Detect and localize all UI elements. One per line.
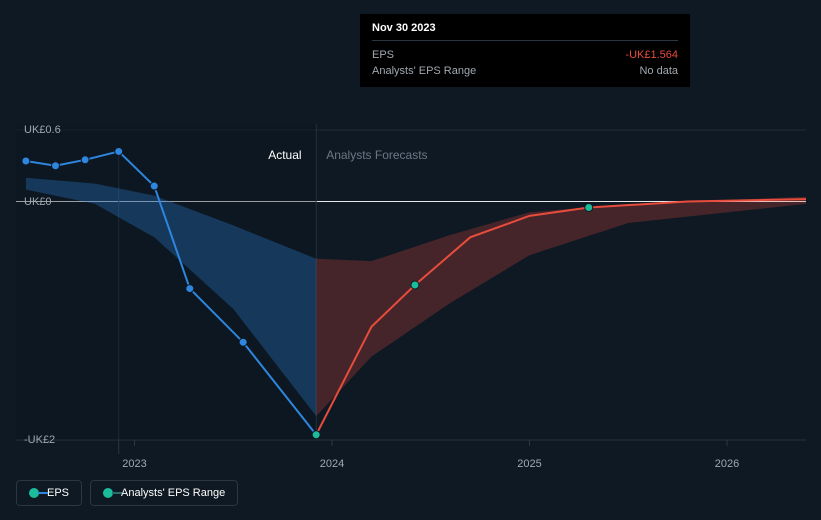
legend-item[interactable]: EPS — [16, 480, 82, 506]
legend-label: EPS — [47, 487, 69, 499]
x-tick-label: 2025 — [517, 458, 541, 470]
legend-item[interactable]: Analysts' EPS Range — [90, 480, 238, 506]
x-tick-label: 2024 — [320, 458, 344, 470]
tooltip-row-value: -UK£1.564 — [625, 49, 678, 61]
y-tick-label: UK£0 — [24, 196, 52, 208]
legend: EPS Analysts' EPS Range — [16, 480, 238, 506]
x-tick-label: 2026 — [715, 458, 739, 470]
legend-dot-icon — [103, 488, 113, 498]
tooltip-row: EPS -UK£1.564 — [372, 47, 678, 63]
eps-chart: UK£0.6UK£0-UK£2 2023202420252026 Actual … — [0, 0, 821, 520]
chart-tooltip: Nov 30 2023 EPS -UK£1.564 Analysts' EPS Ra… — [360, 14, 690, 87]
y-tick-label: UK£0.6 — [24, 124, 61, 136]
section-label-actual: Actual — [268, 148, 301, 162]
section-label-forecast: Analysts Forecasts — [326, 148, 427, 162]
tooltip-row: Analysts' EPS Range No data — [372, 63, 678, 79]
tooltip-row-label: EPS — [372, 49, 394, 61]
x-tick-label: 2023 — [122, 458, 146, 470]
y-tick-label: -UK£2 — [24, 434, 55, 446]
tooltip-row-value: No data — [639, 65, 678, 77]
tooltip-date: Nov 30 2023 — [372, 22, 678, 41]
legend-label: Analysts' EPS Range — [121, 487, 225, 499]
tooltip-row-label: Analysts' EPS Range — [372, 65, 476, 77]
legend-dot-icon — [29, 488, 39, 498]
